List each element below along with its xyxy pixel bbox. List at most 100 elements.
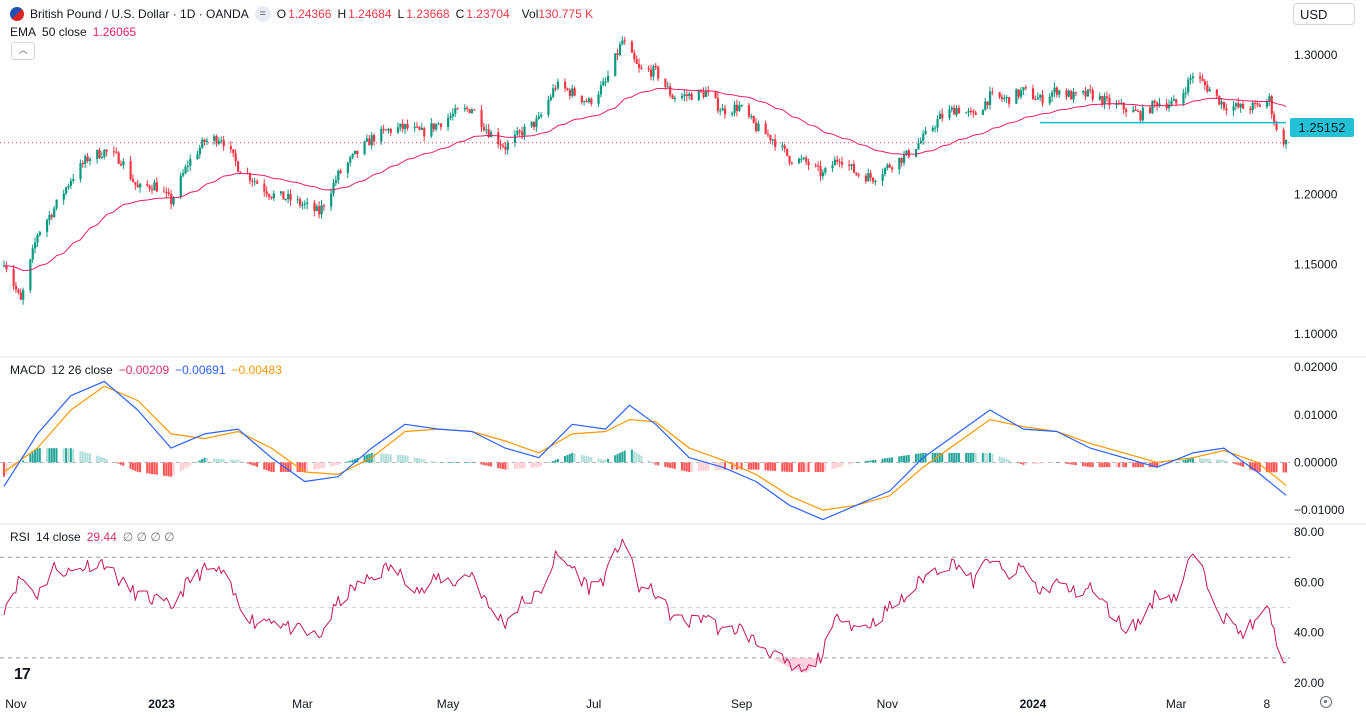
candle-body bbox=[786, 148, 789, 156]
candle-body bbox=[549, 96, 552, 101]
ema-value: 1.26065 bbox=[92, 25, 137, 39]
macd-hist-bar bbox=[432, 461, 435, 463]
macd-hist-bar bbox=[513, 462, 516, 469]
candle-body bbox=[86, 156, 89, 161]
settings-icon[interactable] bbox=[1320, 696, 1332, 708]
candle-body bbox=[165, 192, 168, 194]
candle-body bbox=[824, 167, 827, 173]
macd-hist-bar bbox=[229, 459, 232, 463]
currency-selector[interactable]: USD bbox=[1293, 3, 1355, 25]
candle-body bbox=[838, 161, 841, 163]
candle-body bbox=[1101, 96, 1104, 105]
candle-body bbox=[1151, 100, 1154, 113]
macd-hist-bar bbox=[614, 455, 617, 463]
macd-hist-bar bbox=[406, 455, 409, 463]
macd-hist-bar bbox=[220, 458, 223, 463]
macd-hist-bar bbox=[504, 462, 507, 470]
macd-hist-bar bbox=[573, 453, 576, 463]
macd-hist-bar bbox=[1175, 462, 1178, 463]
macd-hist-bar bbox=[38, 448, 41, 463]
x-tick-label: Jul bbox=[586, 697, 601, 711]
macd-hist-bar bbox=[774, 462, 777, 471]
price-y-tick-label: 1.10000 bbox=[1294, 327, 1338, 341]
candle-body bbox=[998, 92, 1001, 98]
candle-body bbox=[991, 91, 994, 93]
candle-body bbox=[521, 131, 524, 136]
macd-hist-bar bbox=[1003, 458, 1006, 463]
candle-body bbox=[155, 182, 158, 192]
candle-body bbox=[423, 128, 426, 137]
macd-hist-bar bbox=[45, 448, 48, 463]
macd-hist-bar bbox=[301, 462, 304, 472]
macd-hist-bar bbox=[1115, 462, 1118, 468]
candle-body bbox=[447, 118, 450, 127]
macd-hist-bar bbox=[1215, 459, 1218, 463]
macd-hist-bar bbox=[900, 455, 903, 463]
candle-body bbox=[781, 145, 784, 147]
macd-y-tick-label: −0.01000 bbox=[1294, 503, 1345, 517]
macd-hist-bar bbox=[186, 462, 189, 468]
macd-hist-bar bbox=[1258, 462, 1261, 473]
macd-hist-bar bbox=[781, 462, 784, 472]
macd-hist-bar bbox=[380, 453, 383, 463]
candle-body bbox=[432, 123, 435, 130]
collapse-legend-button[interactable]: ︿ bbox=[11, 42, 35, 60]
candle-body bbox=[389, 129, 392, 133]
macd-hist-bar bbox=[136, 462, 139, 472]
candle-body bbox=[848, 164, 851, 166]
macd-hist-bar bbox=[473, 462, 476, 463]
x-tick-label: May bbox=[437, 697, 460, 711]
candle-body bbox=[153, 182, 156, 191]
macd-hist-bar bbox=[55, 448, 58, 463]
macd-hist-bar bbox=[320, 462, 323, 469]
macd-hist-bar bbox=[649, 461, 652, 463]
candle-body bbox=[1148, 107, 1152, 113]
macd-hist-bar bbox=[807, 462, 810, 472]
candle-body bbox=[1285, 139, 1288, 145]
rsi-params: 14 close bbox=[36, 530, 81, 544]
macd-hist-bar bbox=[482, 462, 485, 465]
macd-hist-bar bbox=[790, 462, 793, 472]
macd-hist-bar bbox=[423, 459, 426, 463]
candle-body bbox=[117, 152, 120, 164]
candle-body bbox=[556, 81, 560, 89]
macd-hist-bar bbox=[81, 451, 84, 463]
macd-hist-bar bbox=[189, 462, 192, 466]
candle-body bbox=[1005, 97, 1008, 99]
candle-body bbox=[473, 109, 476, 111]
macd-hist-bar bbox=[490, 462, 493, 467]
macd-hist-bar bbox=[246, 462, 249, 464]
macd-hist-bar bbox=[967, 452, 970, 463]
candle-body bbox=[167, 192, 170, 194]
macd-hist-bar bbox=[119, 462, 122, 465]
candle-body bbox=[704, 91, 708, 97]
candle-body bbox=[229, 146, 232, 150]
candle-body bbox=[45, 220, 49, 232]
candle-body bbox=[353, 150, 357, 154]
candle-body bbox=[184, 166, 187, 174]
macd-hist-bar bbox=[606, 458, 609, 463]
candle-body bbox=[265, 191, 268, 195]
candle-body bbox=[100, 156, 104, 158]
candle-body bbox=[203, 139, 206, 143]
candle-body bbox=[1132, 109, 1135, 113]
candle-body bbox=[716, 97, 720, 111]
macd-hist-bar bbox=[532, 462, 535, 468]
candle-body bbox=[638, 63, 641, 68]
candle-body bbox=[17, 289, 20, 293]
macd-hist-bar bbox=[1053, 462, 1056, 463]
candle-body bbox=[886, 164, 889, 169]
visibility-icon[interactable]: = bbox=[254, 6, 271, 22]
macd-hist-bar bbox=[953, 452, 956, 463]
macd-hist-bar bbox=[1170, 462, 1173, 464]
macd-hist-bar bbox=[1225, 460, 1228, 463]
macd-hist-bar bbox=[184, 462, 187, 469]
candle-body bbox=[797, 158, 801, 164]
candle-body bbox=[1091, 89, 1094, 100]
candle-body bbox=[303, 203, 307, 205]
macd-hist-bar bbox=[103, 457, 106, 463]
candle-body bbox=[924, 130, 927, 134]
candle-body bbox=[934, 127, 937, 129]
macd-hist-bar bbox=[253, 462, 256, 467]
